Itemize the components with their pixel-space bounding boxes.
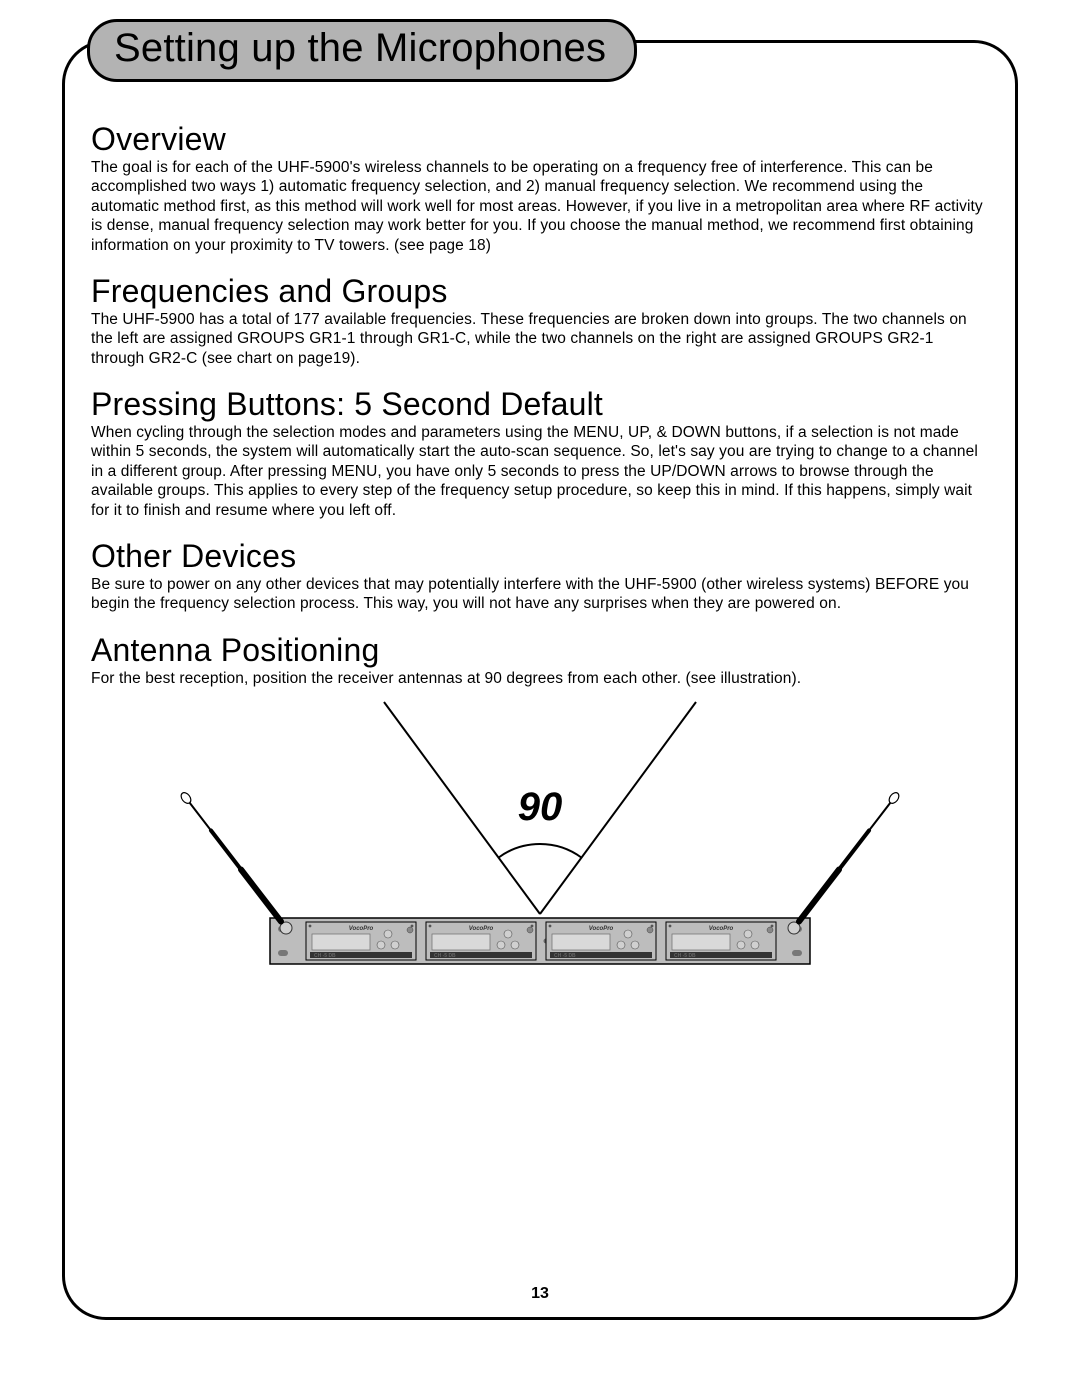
svg-text:CH -5 DB: CH -5 DB — [314, 953, 336, 959]
body-antenna: For the best reception, position the rec… — [91, 669, 989, 688]
body-frequencies: The UHF-5900 has a total of 177 availabl… — [91, 310, 989, 368]
page-title-tab: Setting up the Microphones — [87, 19, 637, 82]
svg-text:CH -5 DB: CH -5 DB — [554, 953, 576, 959]
svg-text:VocoPro: VocoPro — [349, 926, 374, 932]
heading-devices: Other Devices — [91, 538, 989, 575]
page-number: 13 — [65, 1285, 1015, 1303]
page-frame: Setting up the Microphones Overview The … — [62, 40, 1018, 1320]
svg-text:CH -5 DB: CH -5 DB — [674, 953, 696, 959]
page-title: Setting up the Microphones — [114, 26, 606, 70]
heading-frequencies: Frequencies and Groups — [91, 273, 989, 310]
body-devices: Be sure to power on any other devices th… — [91, 575, 989, 614]
svg-text:VocoPro: VocoPro — [469, 926, 494, 932]
body-buttons: When cycling through the selection modes… — [91, 423, 989, 520]
svg-text:VocoPro: VocoPro — [589, 926, 614, 932]
antenna-illustration-svg: 90 VocoPro CH -5 DB VocoPro CH -5 DB VocoPro C… — [130, 698, 950, 988]
body-overview: The goal is for each of the UHF-5900's w… — [91, 158, 989, 255]
svg-text:VocoPro: VocoPro — [709, 926, 734, 932]
heading-antenna: Antenna Positioning — [91, 632, 989, 669]
svg-text:CH -5 DB: CH -5 DB — [434, 953, 456, 959]
antenna-illustration: 90 VocoPro CH -5 DB VocoPro CH -5 DB VocoPro C… — [91, 698, 989, 988]
heading-overview: Overview — [91, 121, 989, 158]
svg-text:90: 90 — [518, 785, 563, 829]
heading-buttons: Pressing Buttons: 5 Second Default — [91, 386, 989, 423]
